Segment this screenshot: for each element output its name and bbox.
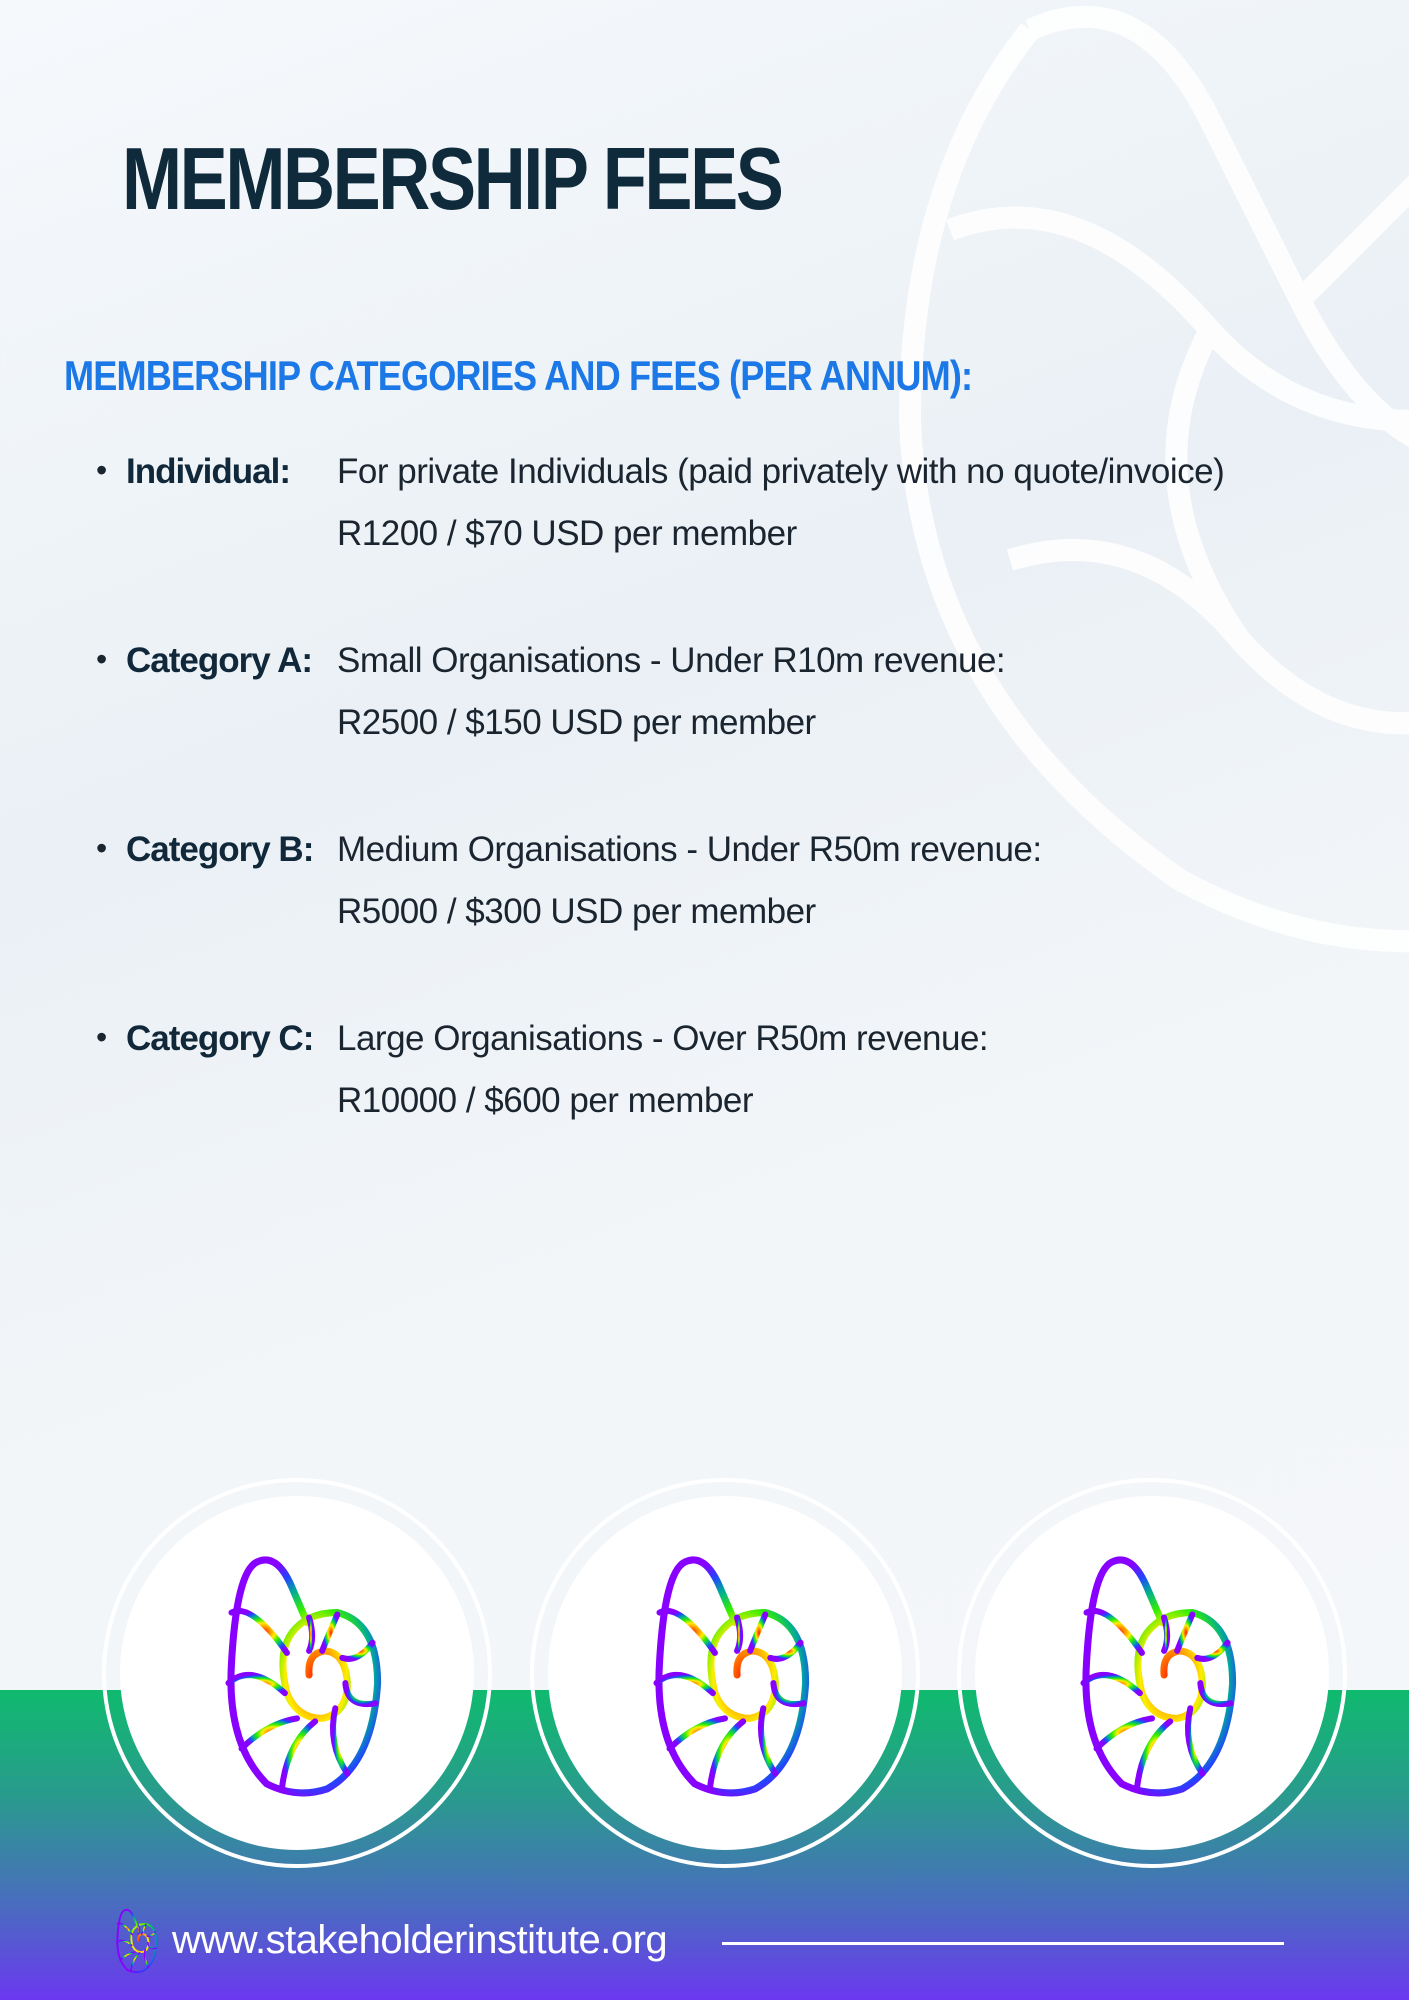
category-label: Individual: xyxy=(126,452,291,491)
nautilus-shell-icon xyxy=(115,1908,158,1973)
footer-divider xyxy=(722,1942,1284,1945)
category-label: Category B: xyxy=(126,830,314,869)
category-description: Medium Organisations - Under R50m revenu… xyxy=(337,830,1042,869)
category-price: R2500 / $150 USD per member xyxy=(337,703,816,742)
section-heading: MEMBERSHIP CATEGORIES AND FEES (PER ANNU… xyxy=(64,352,973,399)
category-description: Small Organisations - Under R10m revenue… xyxy=(337,641,1006,680)
category-label: Category A: xyxy=(126,641,313,680)
website-link[interactable]: www.stakeholderinstitute.org xyxy=(172,1918,668,1962)
nautilus-shell-icon xyxy=(166,1542,428,1804)
category-label: Category C: xyxy=(126,1019,314,1058)
category-price: R5000 / $300 USD per member xyxy=(337,892,816,931)
nautilus-shell-icon xyxy=(594,1542,856,1804)
shell-badge xyxy=(957,1478,1347,1868)
bullet-icon: • xyxy=(96,1019,108,1055)
category-price: R1200 / $70 USD per member xyxy=(337,514,797,553)
bullet-icon: • xyxy=(96,641,108,677)
bullet-icon: • xyxy=(96,452,108,488)
bullet-icon: • xyxy=(96,830,108,866)
category-description: Large Organisations - Over R50m revenue: xyxy=(337,1019,989,1058)
shell-badge xyxy=(530,1478,920,1868)
page-title: MEMBERSHIP FEES xyxy=(122,129,784,228)
shell-badge xyxy=(102,1478,492,1868)
background-shell-watermark xyxy=(899,5,1409,953)
category-price: R10000 / $600 per member xyxy=(337,1081,754,1120)
category-description: For private Individuals (paid privately … xyxy=(337,452,1225,491)
nautilus-shell-icon xyxy=(1021,1542,1283,1804)
